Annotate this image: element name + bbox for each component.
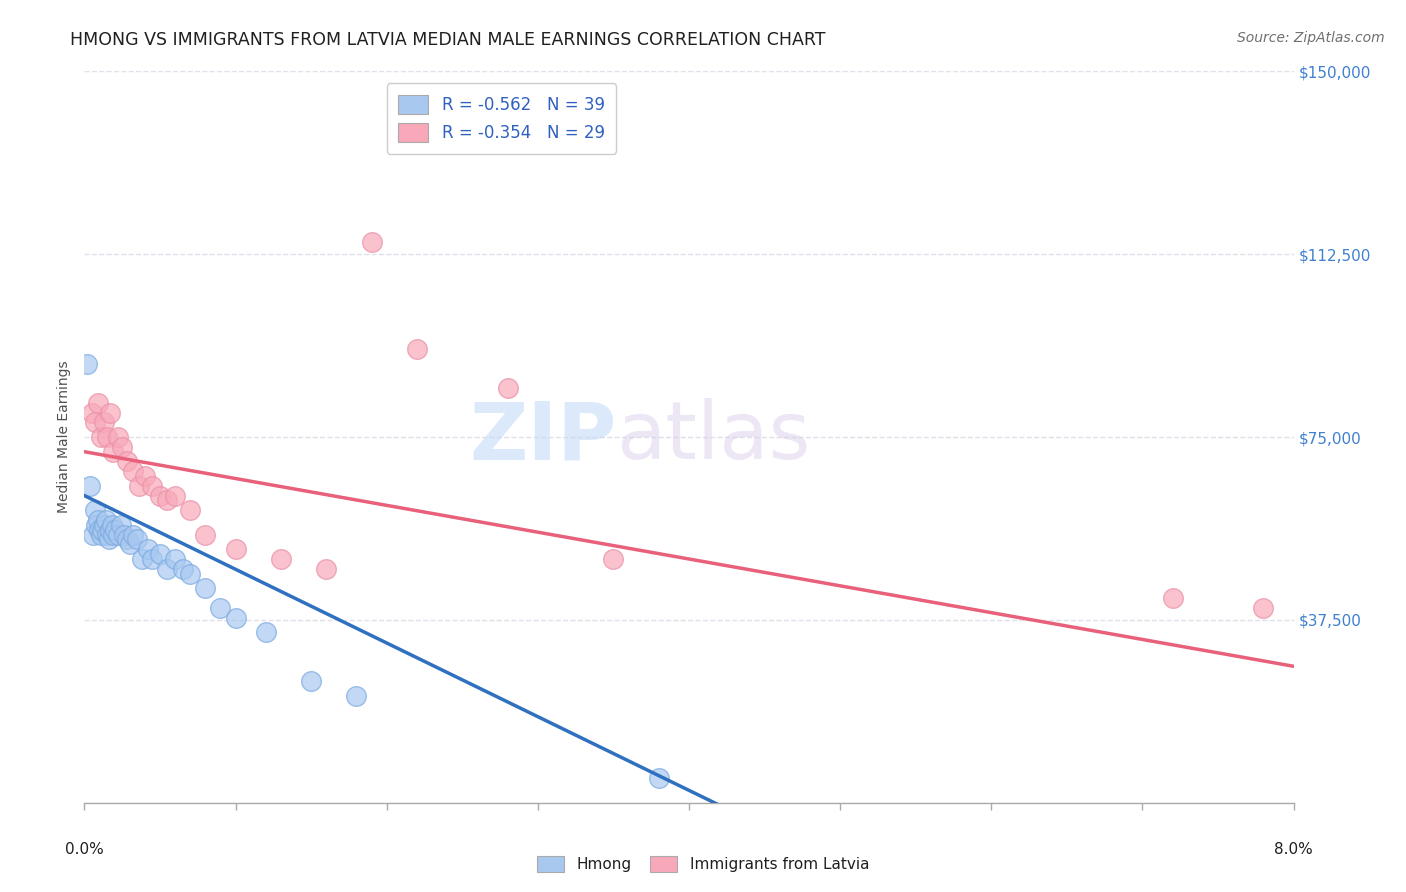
- Point: [87, 513, 110, 527]
- Point: [496, 381, 519, 395]
- Point: [121, 527, 143, 541]
- Point: [98, 523, 121, 537]
- Point: [315, 562, 337, 576]
- Point: [149, 547, 172, 561]
- Point: [84, 416, 107, 430]
- Point: [90, 430, 112, 444]
- Point: [141, 479, 163, 493]
- Point: [96, 527, 118, 541]
- Point: [1253, 600, 1275, 615]
- Point: [111, 440, 134, 454]
- Text: atlas: atlas: [616, 398, 811, 476]
- Point: [112, 527, 135, 541]
- Point: [299, 673, 322, 688]
- Point: [104, 523, 127, 537]
- Point: [648, 772, 671, 786]
- Point: [254, 625, 277, 640]
- Point: [93, 416, 115, 430]
- Point: [225, 542, 247, 557]
- Point: [156, 493, 179, 508]
- Point: [225, 610, 247, 624]
- Text: ZIP: ZIP: [470, 398, 616, 476]
- Point: [179, 566, 201, 581]
- Point: [82, 527, 104, 541]
- Point: [270, 552, 292, 566]
- Point: [179, 503, 201, 517]
- Point: [91, 523, 114, 537]
- Point: [97, 533, 120, 547]
- Point: [86, 517, 108, 532]
- Point: [110, 517, 132, 532]
- Point: [90, 527, 112, 541]
- Point: [209, 600, 232, 615]
- Point: [165, 489, 187, 503]
- Point: [96, 430, 118, 444]
- Point: [115, 533, 138, 547]
- Point: [134, 469, 156, 483]
- Point: [107, 527, 129, 541]
- Point: [100, 517, 122, 532]
- Point: [172, 562, 194, 576]
- Text: Source: ZipAtlas.com: Source: ZipAtlas.com: [1237, 31, 1385, 45]
- Point: [107, 430, 129, 444]
- Point: [406, 343, 429, 357]
- Point: [89, 523, 111, 537]
- Point: [98, 406, 121, 420]
- Y-axis label: Median Male Earnings: Median Male Earnings: [58, 360, 72, 514]
- Text: HMONG VS IMMIGRANTS FROM LATVIA MEDIAN MALE EARNINGS CORRELATION CHART: HMONG VS IMMIGRANTS FROM LATVIA MEDIAN M…: [70, 31, 825, 49]
- Point: [360, 235, 382, 249]
- Point: [131, 552, 153, 566]
- Point: [94, 513, 117, 527]
- Point: [87, 396, 110, 410]
- Point: [101, 444, 124, 458]
- Point: [127, 533, 149, 547]
- Point: [156, 562, 179, 576]
- Point: [101, 527, 124, 541]
- Point: [602, 552, 624, 566]
- Point: [194, 581, 217, 595]
- Point: [79, 479, 101, 493]
- Point: [93, 517, 115, 532]
- Point: [149, 489, 172, 503]
- Point: [128, 479, 150, 493]
- Text: 8.0%: 8.0%: [1274, 842, 1313, 856]
- Point: [136, 542, 159, 557]
- Text: 0.0%: 0.0%: [65, 842, 104, 856]
- Point: [1161, 591, 1184, 605]
- Point: [165, 552, 187, 566]
- Point: [118, 537, 141, 551]
- Point: [141, 552, 163, 566]
- Point: [121, 464, 143, 478]
- Legend: Hmong, Immigrants from Latvia: Hmong, Immigrants from Latvia: [529, 848, 877, 880]
- Point: [76, 357, 98, 371]
- Point: [84, 503, 107, 517]
- Point: [194, 527, 217, 541]
- Point: [80, 406, 103, 420]
- Point: [115, 454, 138, 468]
- Point: [346, 689, 368, 703]
- Legend: R = -0.562   N = 39, R = -0.354   N = 29: R = -0.562 N = 39, R = -0.354 N = 29: [387, 83, 616, 153]
